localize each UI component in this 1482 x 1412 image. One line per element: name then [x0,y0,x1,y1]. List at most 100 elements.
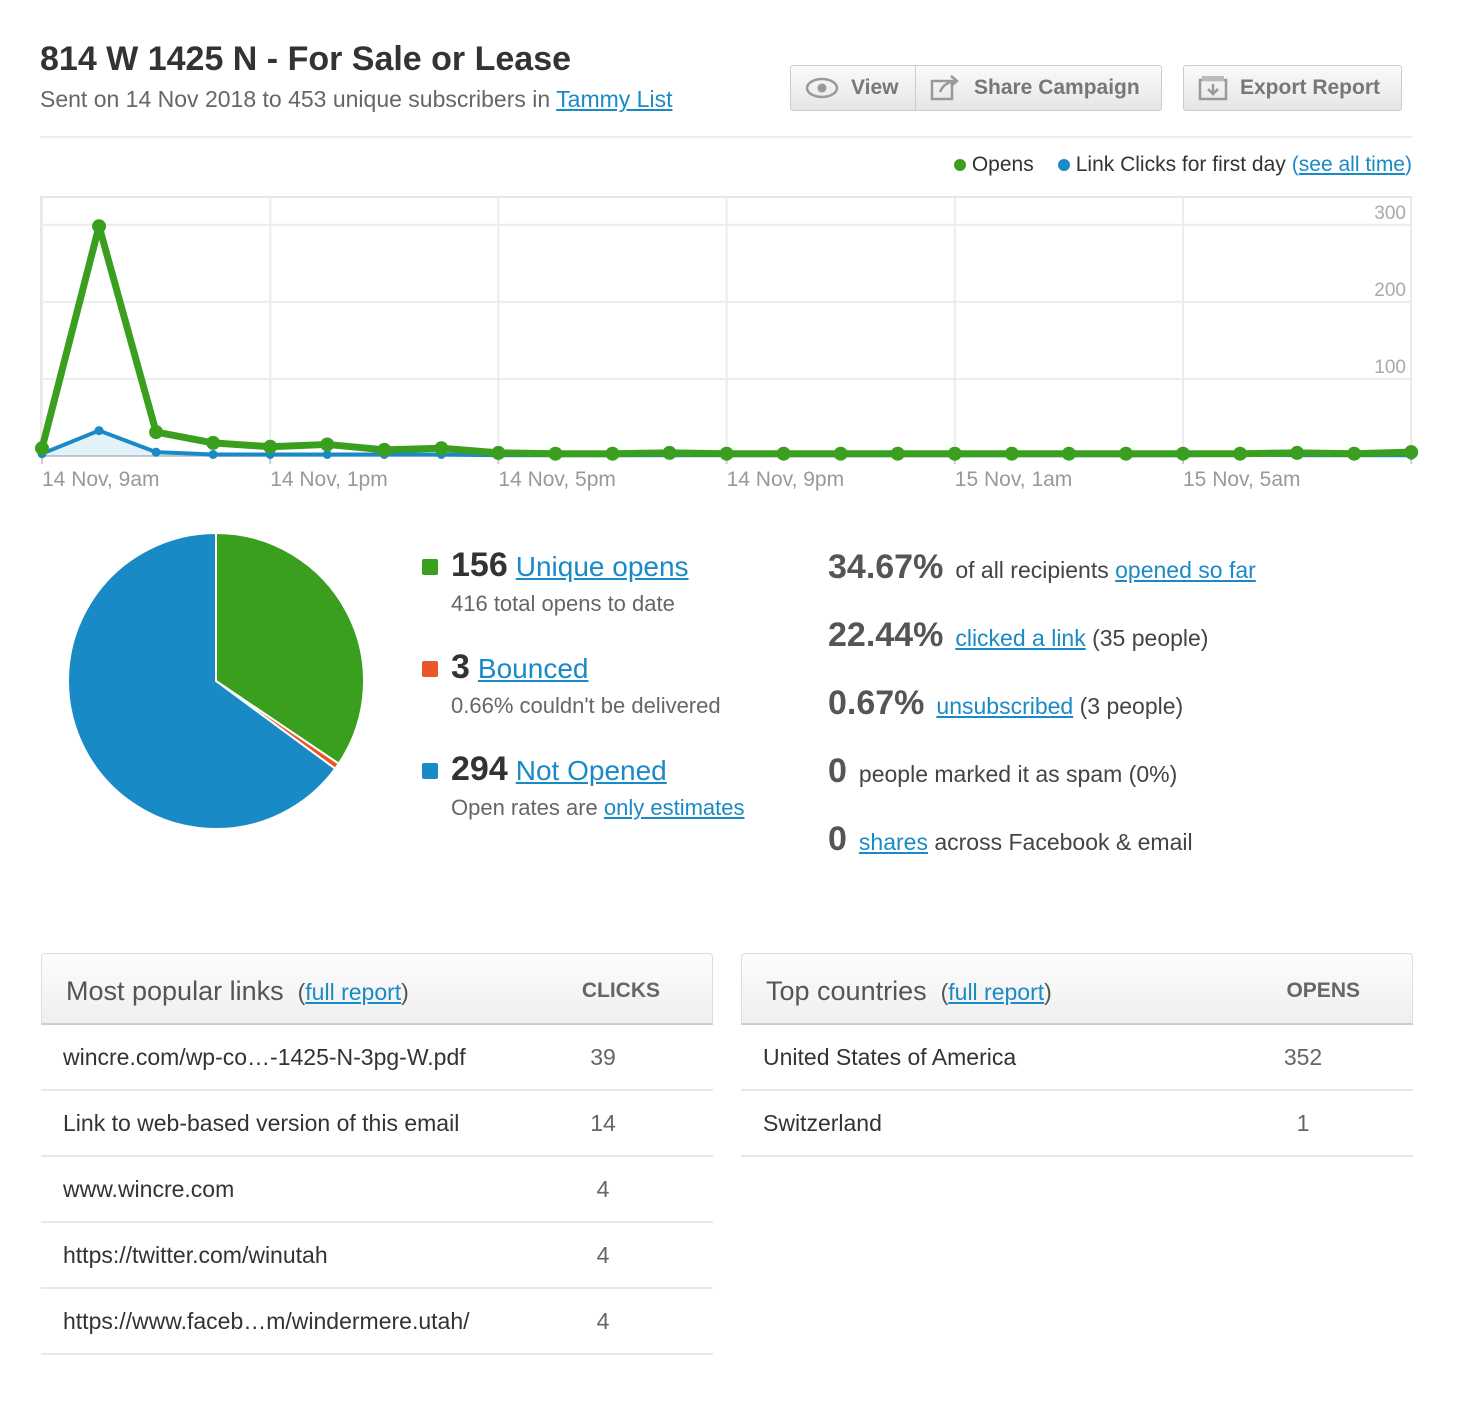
row-label: Switzerland [763,1110,882,1136]
data-point [35,441,49,456]
button-label: Share Campaign [974,76,1140,99]
y-tick-label: 200 [1374,280,1406,301]
full-report-wrap: (full report) [940,979,1052,1005]
legend-swatch [1057,159,1070,172]
subtitle-text: Sent on 14 Nov 2018 to 453 unique subscr… [40,86,551,112]
data-point [662,445,677,460]
data-point [320,437,335,452]
summary-value: 156 [451,546,508,584]
campaign-subtitle: Sent on 14 Nov 2018 to 453 unique subscr… [40,86,672,113]
row-count: 4 [596,1176,610,1202]
title-text: Top countries [766,976,927,1006]
data-point [833,446,848,461]
table-header: Top countries (full report) OPENS [741,953,1413,1025]
divider [40,136,1412,138]
share-button[interactable]: Share Campaign [915,65,1162,111]
rate-row: 0 people marked it as spam (0%) [828,752,1177,791]
chart-legend: Opens Link Clicks for first day (see all t… [953,153,1412,177]
data-point [890,446,905,461]
data-point [92,219,107,234]
data-point [208,449,218,459]
x-tick-label: 14 Nov, 5pm [498,468,616,491]
rate-value: 0.67% [828,684,925,722]
summary-link[interactable]: Not Opened [515,755,667,786]
table-title: Top countries (full report) [766,976,1052,1007]
row-count: 4 [596,1242,610,1268]
data-point [1061,446,1076,461]
data-point [1347,446,1362,461]
export-button[interactable]: Export Report [1183,65,1402,111]
row-count: 4 [596,1308,610,1334]
row-label: https://twitter.com/winutah [63,1242,328,1268]
rate-link[interactable]: shares [858,829,928,855]
table-header: Most popular links (full report) CLICKS [41,953,713,1025]
table-row: https://www.faceb…m/windermere.utah/4 [41,1289,713,1355]
table-row: United States of America 352 [741,1025,1413,1091]
summary-note: 0.66% couldn't be delivered [451,693,721,719]
data-point [263,439,278,454]
x-tick-label: 15 Nov, 1am [955,468,1073,491]
summary-link[interactable]: Bounced [477,653,589,684]
export-icon [1198,76,1228,101]
pie-slice [215,531,365,766]
rate-value: 22.44% [828,616,944,654]
row-label: United States of America [763,1044,1017,1070]
data-point [206,435,221,450]
note-text: 416 total opens to date [451,591,675,616]
legend-square [422,661,438,677]
countries-table: Top countries (full report) OPENS United St… [741,953,1413,1157]
y-tick-label: 300 [1374,203,1406,224]
data-point [719,446,734,461]
data-point [1290,445,1305,460]
rate-row: 22.44% clicked a link (35 people) [828,616,1208,655]
data-point [377,442,392,457]
legend-label: Opens [971,153,1034,176]
x-tick-label: 14 Nov, 9am [42,468,160,491]
rate-link[interactable]: opened so far [1115,557,1256,583]
note-text: Open rates are [451,795,598,820]
rate-row: 34.67% of all recipients opened so far [828,548,1256,587]
row-count: 39 [590,1044,616,1070]
full-report-link[interactable]: full report [948,979,1045,1005]
rate-link[interactable]: unsubscribed [936,693,1074,719]
table-row: https://twitter.com/winutah 4 [41,1223,713,1289]
row-label: wincre.com/wp-co…-1425-N-3pg-W.pdf [63,1044,466,1070]
data-point [434,441,449,456]
rate-value: 0 [828,820,847,858]
rate-row: 0 shares across Facebook & email [828,820,1193,859]
row-count: 352 [1283,1044,1323,1070]
table-title: Most popular links (full report) [66,976,409,1007]
data-point [322,449,332,459]
campaign-title: 814 W 1425 N - For Sale or Lease [40,40,572,78]
row-count: 14 [590,1110,616,1136]
legend-item: Link Clicks for first day (see all time) [1057,153,1412,177]
legend-link-wrap: (see all time) [1291,153,1412,176]
summary-link[interactable]: Unique opens [515,551,689,582]
row-count: 1 [1296,1110,1310,1136]
row-label: https://www.faceb…m/windermere.utah/ [63,1308,470,1334]
note-link[interactable]: only estimates [603,795,745,820]
data-point [1176,446,1190,461]
eye-icon [805,77,839,99]
title-text: Most popular links [66,976,284,1006]
rate-link[interactable]: clicked a link [955,625,1086,651]
table-row: Switzerland 1 [741,1091,1413,1157]
column-header: CLICKS [581,979,660,1002]
full-report-link[interactable]: full report [305,979,402,1005]
summary-note: Open rates are only estimates [451,795,745,821]
links-table: Most popular links (full report) CLICKS win… [41,953,713,1355]
rate-text: people marked it as spam (0%) [858,761,1178,787]
legend-label: Link Clicks for first day [1075,153,1286,176]
see-all-time-link[interactable]: see all time [1298,153,1405,176]
row-label: www.wincre.com [63,1176,235,1202]
rate-row: 0.67% unsubscribed (3 people) [828,684,1183,723]
summary-value: 294 [451,750,508,788]
column-header: OPENS [1286,979,1360,1002]
rate-text: (35 people) [1092,625,1209,651]
data-point [1118,446,1133,461]
list-link[interactable]: Tammy List [556,86,673,112]
rate-value: 0 [828,752,847,790]
legend-square [422,763,438,779]
share-icon [930,75,959,101]
